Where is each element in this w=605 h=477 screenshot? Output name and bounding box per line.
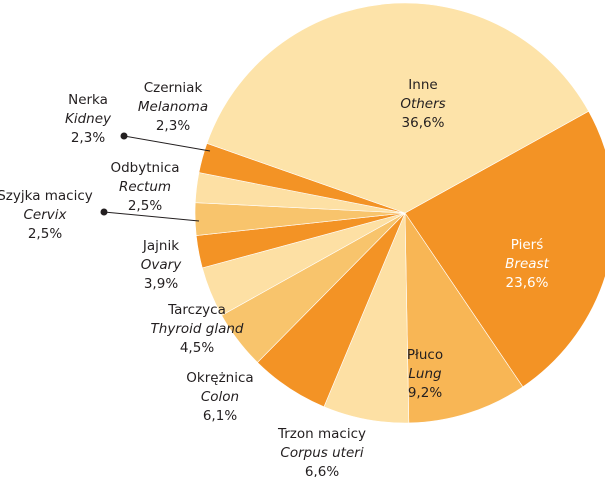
slice-label-en: Kidney bbox=[65, 111, 112, 127]
slice-label: Inne bbox=[408, 77, 437, 93]
value-label: 2,3% bbox=[71, 130, 105, 146]
pie-slice bbox=[206, 2, 590, 214]
slice-label: Odbytnica bbox=[110, 160, 179, 176]
value-label: 23,6% bbox=[506, 275, 549, 291]
slice-label: Okrężnica bbox=[186, 370, 253, 386]
value-label: 3,9% bbox=[144, 276, 178, 292]
slice-label-en: Colon bbox=[201, 389, 239, 405]
leader-line bbox=[123, 135, 211, 152]
value-label: 2,5% bbox=[28, 226, 62, 242]
value-label: 6,6% bbox=[305, 464, 339, 477]
slice-label: Nerka bbox=[68, 92, 108, 108]
value-label: 36,6% bbox=[402, 115, 445, 131]
slice-label: Pierś bbox=[511, 237, 543, 253]
leader-line bbox=[103, 211, 200, 222]
pie-slice bbox=[404, 211, 524, 424]
leader-dot bbox=[120, 132, 128, 140]
slice-label: Szyjka macicy bbox=[0, 188, 93, 204]
value-label: 6,1% bbox=[203, 408, 237, 424]
value-label: 2,3% bbox=[156, 118, 190, 134]
slice-label: Tarczyca bbox=[167, 302, 226, 318]
slice-label-en: Lung bbox=[408, 366, 442, 382]
slice-label-en: Corpus uteri bbox=[280, 445, 363, 461]
slice-label-en: Others bbox=[400, 96, 445, 112]
value-label: 2,5% bbox=[128, 198, 162, 214]
slice-label: Jajnik bbox=[142, 238, 179, 254]
pie-slice bbox=[404, 110, 605, 388]
slice-label-en: Ovary bbox=[141, 257, 182, 273]
leader-dot bbox=[100, 208, 108, 216]
slice-label-en: Breast bbox=[505, 256, 549, 272]
slice-label: Czerniak bbox=[144, 80, 203, 96]
value-label: 9,2% bbox=[408, 385, 442, 401]
slice-label-en: Rectum bbox=[119, 179, 171, 195]
value-label: 4,5% bbox=[180, 340, 214, 356]
slice-label-en: Melanoma bbox=[138, 99, 208, 115]
slice-label-en: Cervix bbox=[23, 207, 67, 223]
slice-label: Płuco bbox=[407, 347, 443, 363]
slice-label: Trzon macicy bbox=[277, 426, 366, 442]
slice-label-en: Thyroid gland bbox=[151, 321, 244, 337]
